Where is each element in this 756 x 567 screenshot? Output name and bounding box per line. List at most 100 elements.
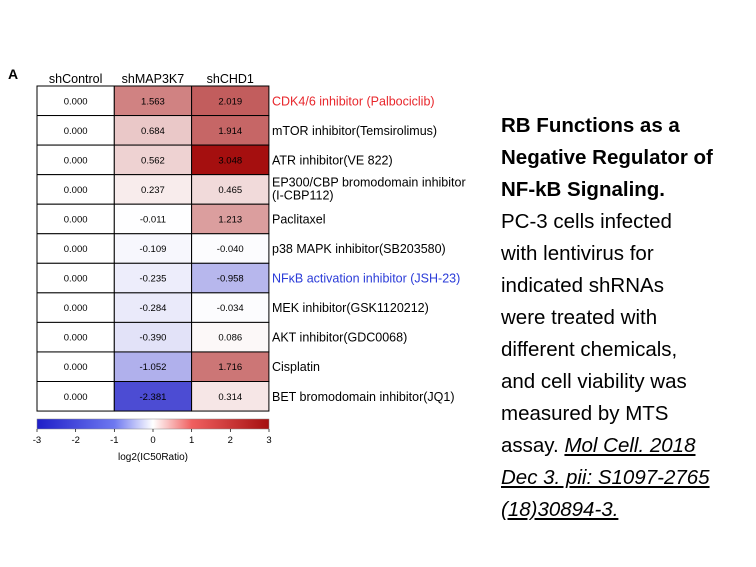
cell-value-label: 1.914 [218, 126, 242, 137]
caption-body-line: measured by MTS [501, 402, 669, 425]
cell-value-label: 2.019 [218, 96, 242, 107]
cell-value-label: 0.000 [64, 155, 88, 166]
colorbar-tick-label: -2 [71, 435, 79, 446]
row-label: Cisplatin [272, 360, 320, 374]
colorbar-tick-label: -1 [110, 435, 118, 446]
cell-value-label: 0.086 [218, 333, 242, 344]
heatmap-cell [113, 174, 193, 205]
cell-value-label: 3.048 [218, 155, 242, 166]
colorbar-gradient [36, 418, 270, 430]
panel-letter: A [8, 66, 19, 82]
heatmap-cell [191, 85, 270, 117]
row-label: p38 MAPK inhibitor(SB203580) [272, 242, 446, 256]
row-label: BET bromodomain inhibitor(JQ1) [272, 390, 454, 404]
column-header: shCHD1 [207, 72, 254, 86]
colorbar-tick-label: 3 [266, 435, 271, 446]
heatmap-cell [36, 174, 115, 205]
cell-value-label: 0.000 [64, 126, 88, 137]
cell-value-label: -0.034 [217, 303, 244, 314]
cell-value-label: 0.465 [218, 185, 242, 196]
heatmap-cell [191, 292, 270, 323]
heatmap-cell [113, 262, 193, 294]
caption-title-line: Negative Regulator of [501, 146, 713, 169]
caption-body-line: with lentivirus for [501, 242, 654, 265]
heatmap-cell [113, 85, 193, 117]
cell-value-label: -0.040 [217, 244, 244, 255]
cell-value-label: -1.052 [139, 362, 166, 373]
heatmap-cell [191, 351, 270, 383]
cell-value-label: -2.381 [139, 392, 166, 403]
heatmap-cell [191, 144, 270, 176]
caption-body-line: different chemicals, [501, 338, 678, 361]
row-label-continued: (I-CBP112) [272, 189, 334, 203]
heatmap-cell [113, 381, 193, 412]
cell-value-label: 1.716 [218, 362, 242, 373]
heatmap-cell [36, 203, 115, 235]
row-label: NFκB activation inhibitor (JSH-23) [272, 272, 460, 286]
cell-value-label: -0.390 [139, 333, 166, 344]
cell-value-label: 0.237 [141, 185, 165, 196]
cell-value-label: 1.213 [218, 214, 242, 225]
colorbar: -3 -2 -1 0 1 2 3 log2(IC50Ratio) [33, 418, 272, 463]
caption-lead: assay. [501, 434, 559, 457]
cell-value-label: 0.000 [64, 96, 88, 107]
row-label: MEK inhibitor(GSK1120212) [272, 301, 429, 315]
row-label: EP300/CBP bromodomain inhibitor [272, 176, 466, 190]
caption-body-line: and cell viability was [501, 370, 687, 393]
heatmap-cell [191, 203, 270, 235]
cell-value-label: 0.000 [64, 333, 88, 344]
row-label: Paclitaxel [272, 212, 326, 226]
colorbar-tick-label: 0 [150, 435, 155, 446]
cell-value-label: 0.000 [64, 244, 88, 255]
cell-value-label: 0.000 [64, 362, 88, 373]
column-header: shControl [49, 72, 103, 86]
cell-value-label: -0.235 [139, 274, 166, 285]
citation-link[interactable]: Dec 3. pii: S1097-2765 [501, 466, 710, 489]
colorbar-tick-label: -3 [33, 435, 41, 446]
heatmap-cell [191, 381, 270, 412]
cell-value-label: 0.000 [64, 392, 88, 403]
row-labels: CDK4/6 inhibitor (Palbociclib) mTOR inhib… [272, 94, 466, 404]
citation-link[interactable]: (18)30894-3. [501, 498, 619, 521]
colorbar-label: log2(IC50Ratio) [118, 452, 188, 463]
colorbar-tick-label: 1 [189, 435, 194, 446]
cell-value-label: 0.000 [64, 303, 88, 314]
colorbar-tick-label: 2 [228, 435, 233, 446]
column-headers: shControl shMAP3K7 shCHD1 [49, 72, 254, 86]
figure-caption: RB Functions as a Negative Regulator of … [501, 110, 756, 526]
cell-value-label: 0.000 [64, 214, 88, 225]
cell-value-label: -0.284 [139, 303, 166, 314]
cell-value-label: -0.109 [139, 244, 166, 255]
caption-title-line: RB Functions as a [501, 114, 680, 137]
cell-value-label: 0.562 [141, 155, 165, 166]
caption-body-line: were treated with [501, 306, 658, 329]
heatmap-cell [36, 262, 115, 294]
column-header: shMAP3K7 [122, 72, 185, 86]
row-label: CDK4/6 inhibitor (Palbociclib) [272, 94, 435, 108]
heatmap-chart: shControl shMAP3K7 shCHD1 0.000 1.563 2.0190… [33, 72, 466, 463]
cell-value-label: -0.011 [140, 214, 166, 225]
heatmap-cell [113, 233, 193, 264]
heatmap-cell [113, 292, 193, 323]
heatmap-cell [191, 233, 270, 264]
cell-value-label: 0.314 [218, 392, 242, 403]
citation-link[interactable]: Mol Cell. 2018 [564, 434, 696, 457]
cell-value-label: 0.684 [141, 126, 165, 137]
cell-value-label: -0.958 [217, 274, 244, 285]
cell-value-label: 0.000 [64, 185, 88, 196]
heatmap-cell [191, 321, 270, 353]
caption-title-line: NF-kB Signaling. [501, 178, 665, 201]
heatmap-cell [36, 351, 115, 383]
heatmap-cell [113, 321, 193, 353]
heatmap-cell [191, 262, 270, 294]
caption-lead-line: assay. Mol Cell. 2018 [501, 430, 756, 462]
caption-body-line: indicated shRNAs [501, 274, 664, 297]
row-label: AKT inhibitor(GDC0068) [272, 331, 407, 345]
row-label: mTOR inhibitor(Temsirolimus) [272, 124, 437, 138]
cell-value-label: 1.563 [141, 96, 165, 107]
cell-value-label: 0.000 [64, 274, 88, 285]
heatmap-cells: 0.000 1.563 2.019 0.000 0.684 1.914 0.000 0.562… [36, 85, 270, 412]
row-label: ATR inhibitor(VE 822) [272, 153, 393, 167]
heatmap-cell [113, 351, 193, 383]
caption-body-line: PC-3 cells infected [501, 210, 672, 233]
